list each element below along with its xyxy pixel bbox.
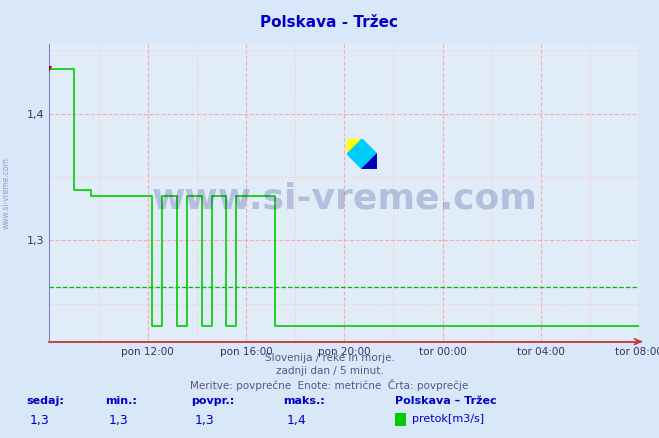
Text: maks.:: maks.:	[283, 396, 325, 406]
Text: pretok[m3/s]: pretok[m3/s]	[412, 414, 484, 424]
Text: 1,3: 1,3	[109, 414, 129, 427]
Text: povpr.:: povpr.:	[191, 396, 235, 406]
Text: sedaj:: sedaj:	[26, 396, 64, 406]
Text: min.:: min.:	[105, 396, 137, 406]
Text: Meritve: povprečne  Enote: metrične  Črta: povprečje: Meritve: povprečne Enote: metrične Črta:…	[190, 379, 469, 391]
Text: Polskava - Tržec: Polskava - Tržec	[260, 15, 399, 30]
Text: 1,4: 1,4	[287, 414, 306, 427]
Text: www.si-vreme.com: www.si-vreme.com	[2, 157, 11, 229]
Polygon shape	[347, 139, 362, 154]
Polygon shape	[347, 139, 377, 169]
Text: www.si-vreme.com: www.si-vreme.com	[152, 182, 537, 215]
Text: Slovenija / reke in morje.: Slovenija / reke in morje.	[264, 353, 395, 363]
Text: 1,3: 1,3	[194, 414, 214, 427]
Text: Polskava – Tržec: Polskava – Tržec	[395, 396, 497, 406]
Polygon shape	[362, 154, 377, 169]
Text: 1,3: 1,3	[30, 414, 49, 427]
Text: zadnji dan / 5 minut.: zadnji dan / 5 minut.	[275, 366, 384, 376]
